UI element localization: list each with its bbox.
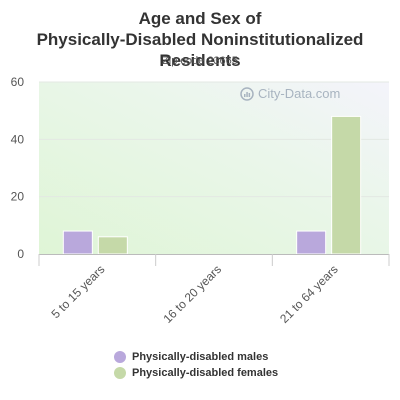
bar-males-2 <box>296 230 327 255</box>
legend-item-females: Physically-disabled females <box>114 365 278 381</box>
y-tick-label: 20 <box>11 190 25 204</box>
x-tick-label: 21 to 64 years <box>277 262 341 326</box>
bar-males-0 <box>62 230 93 255</box>
watermark: City-Data.com <box>240 86 340 101</box>
y-tick-label: 0 <box>17 247 24 261</box>
legend-swatch-males <box>114 351 126 363</box>
bar-females-2 <box>331 115 362 255</box>
legend-swatch-females <box>114 367 126 379</box>
legend-item-males: Physically-disabled males <box>114 349 278 365</box>
plot-area <box>39 82 389 254</box>
chart-subtitle: Zip code 23665 <box>162 55 238 67</box>
x-tick-label: 5 to 15 years <box>48 262 107 321</box>
y-tick-label: 40 <box>11 132 25 146</box>
x-tick-label: 16 to 20 years <box>160 262 224 326</box>
city-data-logo-icon <box>240 86 254 101</box>
legend: Physically-disabled males Physically-dis… <box>114 349 278 381</box>
watermark-text: City-Data.com <box>258 86 341 101</box>
y-tick-label: 60 <box>11 75 25 89</box>
bar-females-0 <box>97 236 128 255</box>
legend-label-males: Physically-disabled males <box>132 351 269 363</box>
legend-label-females: Physically-disabled females <box>132 367 279 379</box>
chart-title: Age and Sex of Physically-Disabled Nonins… <box>36 9 364 70</box>
